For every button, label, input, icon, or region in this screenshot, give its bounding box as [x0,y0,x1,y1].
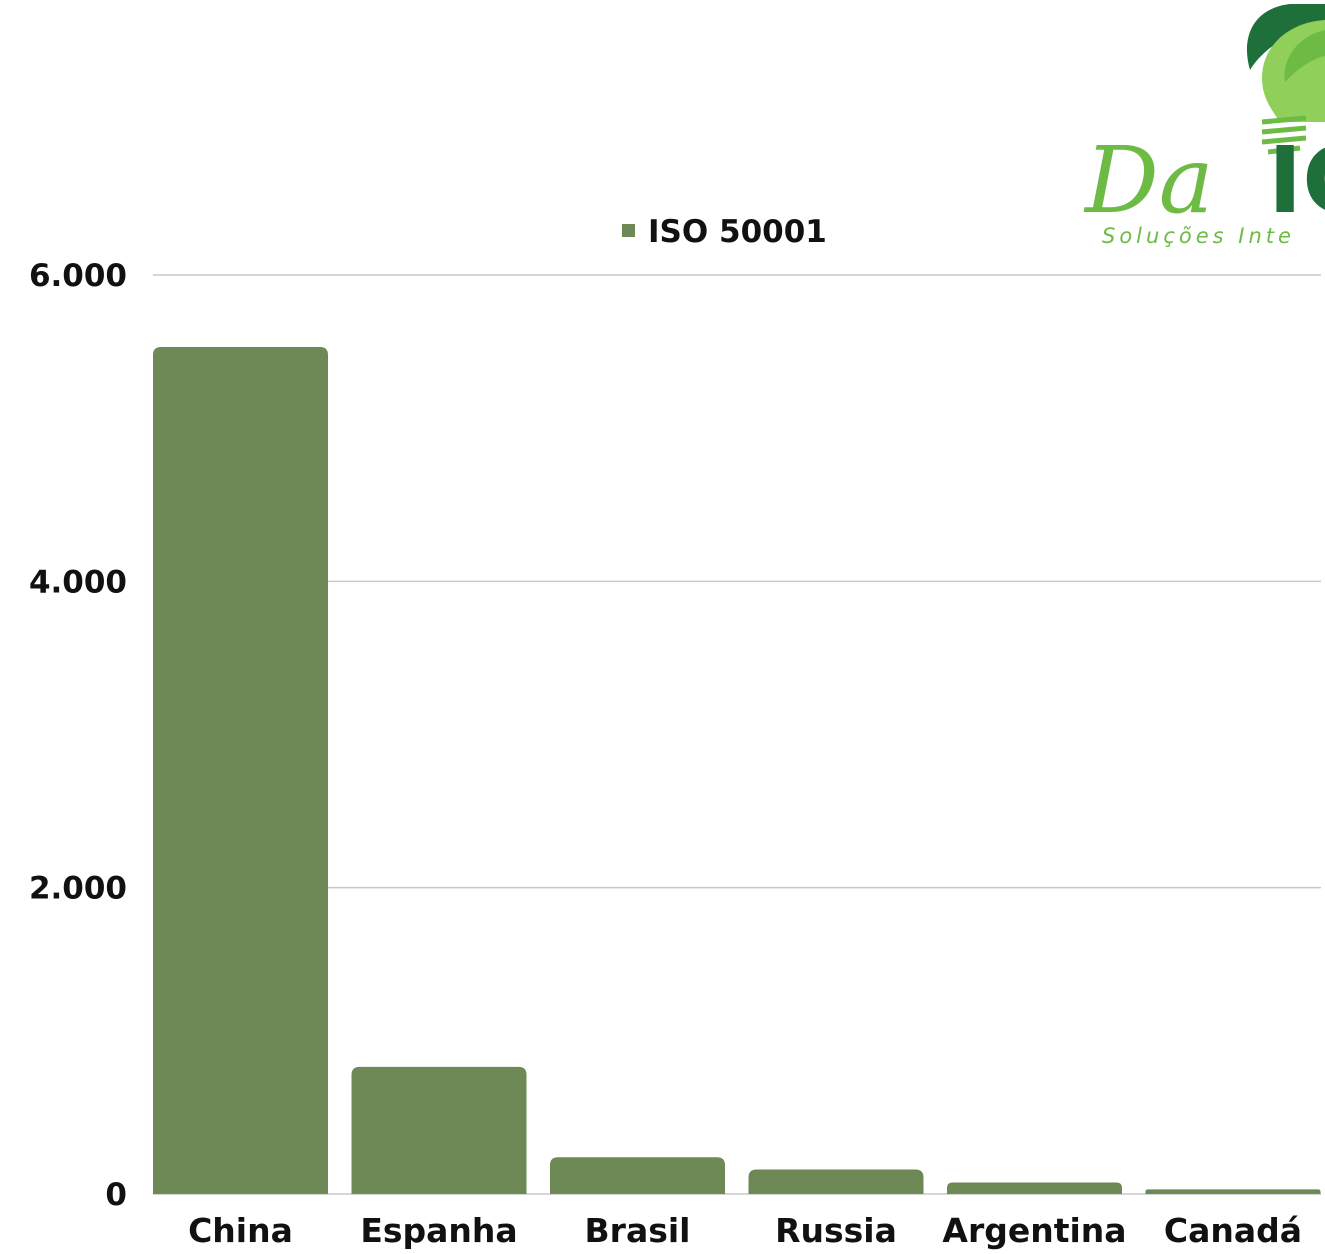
gridlines [153,274,1321,1195]
logo-bold-text: IC [1268,127,1325,234]
legend-label: ISO 50001 [648,214,827,250]
bar-brasil [550,1157,725,1194]
bars [153,346,1321,1194]
logo-tagline: Soluções Inte [1102,224,1295,248]
bar-espanha [351,1066,527,1194]
y-tick-label: 0 [105,1177,127,1213]
axes: 0 2.000 4.000 6.000 China Espanha Brasil Russia… [29,258,1302,1250]
company-logo: Da IC Soluções Inte [1083,4,1325,248]
y-tick-label: 6.000 [29,258,127,294]
bar-china [153,346,328,1194]
bar-russia [748,1169,924,1194]
bar-argentina [947,1182,1122,1194]
legend: ISO 50001 [622,214,827,250]
logo-script-text: Da [1083,127,1214,234]
logo-bulb-inner-leaf [1284,30,1325,82]
x-category-label: Canadá [1164,1211,1302,1250]
x-category-label: Argentina [942,1211,1126,1250]
y-tick-label: 4.000 [29,564,127,600]
logo-bulb-base-icon [1261,115,1307,155]
bar-canadá [1145,1189,1321,1194]
x-category-label: Espanha [360,1211,517,1250]
x-category-label: Brasil [585,1211,691,1250]
x-category-label: China [188,1211,293,1250]
x-category-label: Russia [775,1211,897,1250]
y-tick-label: 2.000 [29,871,127,907]
legend-swatch [622,224,635,237]
